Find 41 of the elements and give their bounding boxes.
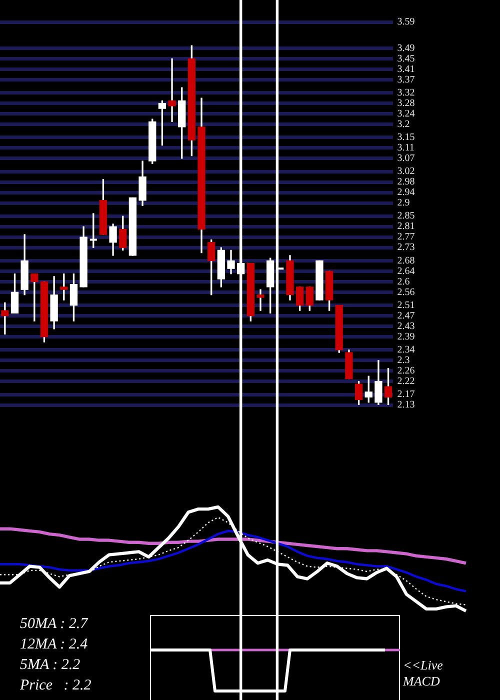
text: <<Live MACD: [402, 657, 444, 688]
y-tick-label: 2.51: [397, 300, 415, 311]
y-tick-label: 2.85: [397, 210, 415, 222]
y-tick-label: 3.59: [397, 16, 415, 28]
y-tick-label: 3.11: [397, 142, 414, 154]
y-tick-label: 3.45: [397, 53, 415, 64]
y-tick-label: 3.37: [397, 74, 415, 86]
candlestick: [168, 58, 176, 122]
y-tick-label: 2.26: [397, 366, 415, 377]
y-tick-label: 3.32: [397, 87, 415, 98]
y-tick-label: 2.81: [397, 221, 415, 232]
y-tick-label: 2.6: [397, 276, 410, 288]
y-tick-label: 2.68: [397, 255, 415, 266]
text: 5MA : 2.2: [20, 656, 81, 673]
y-tick-label: 3.28: [397, 98, 415, 109]
y-tick-label: 2.9: [397, 198, 410, 209]
y-tick-label: 2.3: [397, 355, 410, 366]
y-tick-label: 2.73: [397, 242, 415, 254]
candlestick: [256, 289, 264, 311]
y-tick-label: 2.22: [397, 376, 415, 388]
y-tick-label: 3.15: [397, 132, 415, 144]
y-tick-label: 2.13: [397, 400, 415, 411]
y-tick-label: 3.2: [397, 118, 410, 130]
y-tick-label: 3.24: [397, 108, 415, 120]
y-tick-label: 2.94: [397, 187, 415, 198]
text: 12MA : 2.4: [20, 636, 88, 652]
y-tick-label: 2.77: [397, 232, 415, 243]
y-tick-label: 2.47: [397, 310, 415, 322]
y-tick-label: 2.43: [397, 320, 415, 332]
y-tick-label: 2.56: [397, 286, 415, 298]
text: Price : 2.2: [19, 677, 92, 694]
text: 50MA : 2.7: [20, 616, 90, 632]
y-tick-label: 3.02: [397, 166, 415, 178]
y-tick-label: 2.34: [397, 344, 415, 356]
y-tick-label: 2.39: [397, 331, 415, 342]
y-tick-label: 2.17: [397, 389, 415, 400]
y-tick-label: 3.49: [397, 42, 415, 54]
y-tick-label: 3.07: [397, 153, 415, 164]
y-tick-label: 3.41: [397, 64, 415, 75]
y-tick-label: 2.64: [397, 266, 415, 277]
y-tick-label: 2.98: [397, 176, 415, 188]
